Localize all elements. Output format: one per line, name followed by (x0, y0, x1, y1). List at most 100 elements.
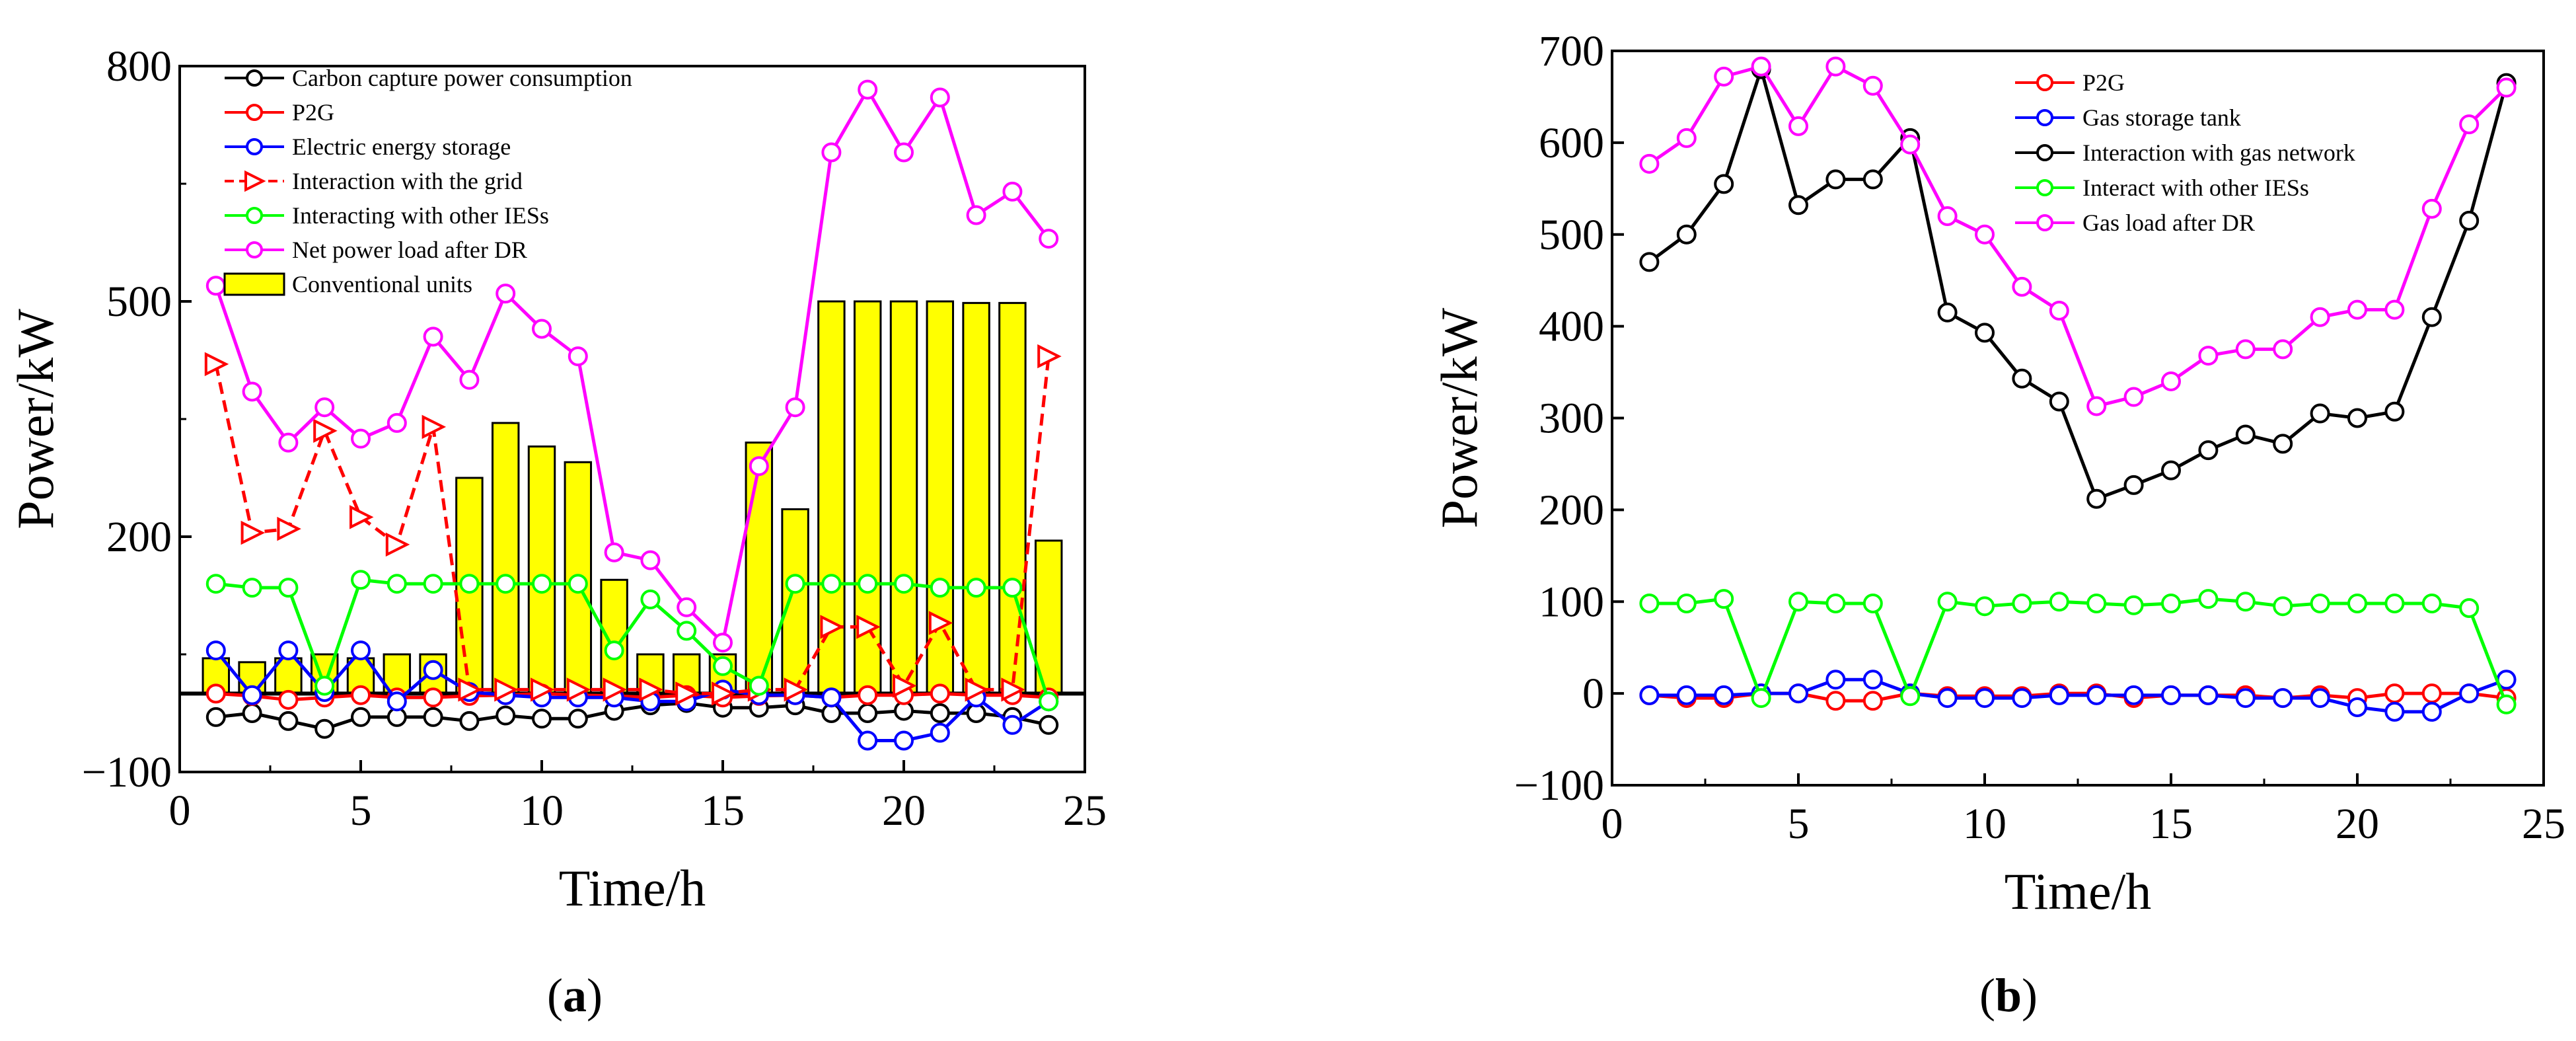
point-interact-with-other-iess-9 (1937, 592, 1958, 612)
point-interact-with-other-iess-10 (1975, 596, 1995, 617)
point-gas-storage-tank-12 (2049, 685, 2069, 705)
point-interact-with-other-iess-12 (2049, 592, 2069, 612)
point-interact-with-other-iess-23 (2459, 598, 2480, 618)
point-interacting-with-other-iess-14 (677, 621, 697, 641)
point-interaction-with-gas-network-14 (2123, 475, 2144, 495)
point-p2g-1 (205, 683, 226, 704)
point-interacting-with-other-iess-23 (1002, 578, 1023, 598)
point-interaction-with-gas-network-23 (2459, 210, 2480, 231)
point-interaction-with-gas-network-20 (2347, 408, 2367, 428)
point-interacting-with-other-iess-16 (749, 675, 769, 696)
point-gas-load-after-dr-4 (1751, 56, 1771, 77)
point-interact-with-other-iess-20 (2347, 594, 2367, 614)
point-interacting-with-other-iess-9 (496, 574, 516, 594)
series-line-interaction-with-the-grid (214, 356, 1050, 695)
point-gas-storage-tank-2 (1676, 685, 1697, 705)
point-net-power-load-after-dr-18 (821, 142, 842, 163)
point-gas-load-after-dr-20 (2347, 299, 2367, 320)
legend-gas-load-after-dr-marker (2036, 214, 2053, 231)
point-gas-load-after-dr-22 (2421, 198, 2442, 219)
x-tick-label-0: 0 (169, 787, 191, 835)
point-p2g-21 (2384, 683, 2405, 704)
legend-p2g-label: P2G (2082, 69, 2125, 96)
legend-conventional-units-swatch (223, 272, 285, 296)
point-interaction-with-gas-network-15 (2161, 460, 2181, 481)
x-tick-label-20: 20 (2336, 800, 2379, 848)
legend-net-power-load-after-dr-label: Net power load after DR (292, 237, 527, 263)
point-carbon-capture-power-consumption-10 (532, 709, 552, 729)
point-interaction-with-gas-network-5 (1788, 195, 1808, 215)
point-p2g-22 (2421, 683, 2442, 704)
point-gas-load-after-dr-2 (1676, 128, 1697, 148)
legend-interaction-with-the-grid-marker (244, 170, 266, 192)
bar-conventional-units-20 (889, 300, 918, 695)
x-tick-label-15: 15 (2149, 800, 2193, 848)
point-interaction-with-gas-network-21 (2384, 401, 2405, 422)
point-carbon-capture-power-consumption-5 (351, 707, 371, 727)
point-gas-load-after-dr-7 (1862, 75, 1883, 96)
bar-conventional-units-6 (383, 653, 412, 695)
point-interaction-with-gas-network-2 (1676, 224, 1697, 245)
point-gas-storage-tank-14 (2123, 685, 2144, 705)
point-electric-energy-storage-19 (858, 730, 878, 751)
point-interacting-with-other-iess-1 (205, 574, 226, 594)
point-interacting-with-other-iess-18 (821, 574, 842, 594)
point-gas-load-after-dr-24 (2496, 77, 2517, 98)
point-gas-storage-tank-21 (2384, 701, 2405, 722)
point-interaction-with-the-grid-21 (928, 611, 953, 635)
legend-interaction-with-gas-network-label: Interaction with gas network (2082, 139, 2355, 166)
caption-a: (a) (547, 969, 603, 1022)
point-carbon-capture-power-consumption-8 (459, 711, 480, 731)
point-gas-load-after-dr-8 (1900, 134, 1921, 155)
legend-gas-storage-tank-label: Gas storage tank (2082, 104, 2241, 131)
point-gas-load-after-dr-11 (2012, 276, 2032, 297)
point-interaction-with-the-grid-8 (458, 677, 482, 702)
point-gas-load-after-dr-9 (1937, 206, 1958, 226)
point-electric-energy-storage-1 (205, 640, 226, 661)
point-gas-storage-tank-15 (2161, 685, 2181, 705)
point-net-power-load-after-dr-3 (278, 432, 299, 453)
legend-p2g-marker (2036, 74, 2053, 91)
x-axis-label: Time/h (2005, 863, 2152, 920)
point-interaction-with-gas-network-9 (1937, 302, 1958, 323)
point-interacting-with-other-iess-5 (351, 570, 371, 590)
point-carbon-capture-power-consumption-4 (314, 718, 335, 739)
point-net-power-load-after-dr-17 (785, 397, 805, 418)
point-gas-load-after-dr-10 (1975, 224, 1995, 245)
point-gas-load-after-dr-5 (1788, 116, 1808, 136)
point-interaction-with-the-grid-14 (675, 681, 700, 706)
panel-a-chart: 0 5 10 15 20 25 −100 200 500 800 Time/h Power/kW Car… (7, 42, 1107, 917)
point-net-power-load-after-dr-4 (314, 397, 335, 418)
point-interacting-with-other-iess-21 (930, 578, 950, 598)
y-tick-label-200: 200 (106, 513, 172, 561)
y-tick-label-100: 100 (1539, 578, 1604, 626)
point-carbon-capture-power-consumption-9 (496, 705, 516, 726)
series-line-carbon-capture-power-consumption (215, 701, 1049, 731)
series-line-interact-with-other-iess (1649, 597, 2508, 705)
point-interact-with-other-iess-13 (2086, 594, 2107, 614)
point-gas-load-after-dr-17 (2235, 339, 2256, 360)
point-interact-with-other-iess-18 (2273, 596, 2293, 617)
x-tick-label-20: 20 (882, 787, 926, 835)
point-net-power-load-after-dr-13 (640, 550, 661, 570)
bar-conventional-units-10 (527, 445, 556, 695)
point-electric-energy-storage-3 (278, 640, 299, 661)
legend-interaction-with-gas-network-marker (2036, 144, 2053, 161)
legend-interacting-with-other-iess-label: Interacting with other IESs (292, 202, 549, 229)
point-electric-energy-storage-6 (386, 691, 407, 712)
point-net-power-load-after-dr-7 (423, 327, 443, 347)
point-p2g-7 (423, 687, 443, 708)
y-tick-label-500: 500 (106, 278, 172, 326)
caption-b: (b) (1979, 969, 2038, 1022)
point-gas-load-after-dr-18 (2273, 339, 2293, 360)
point-gas-storage-tank-6 (1825, 670, 1846, 690)
point-interact-with-other-iess-22 (2421, 594, 2442, 614)
x-tick-label-15: 15 (701, 787, 745, 835)
point-net-power-load-after-dr-10 (532, 319, 552, 339)
point-interaction-with-the-grid-5 (350, 505, 374, 529)
legend-p2g-marker (246, 104, 263, 121)
point-interacting-with-other-iess-15 (713, 656, 733, 676)
point-interact-with-other-iess-2 (1676, 594, 1697, 614)
x-tick-label-10: 10 (1963, 800, 2006, 848)
point-interaction-with-the-grid-19 (856, 615, 881, 639)
